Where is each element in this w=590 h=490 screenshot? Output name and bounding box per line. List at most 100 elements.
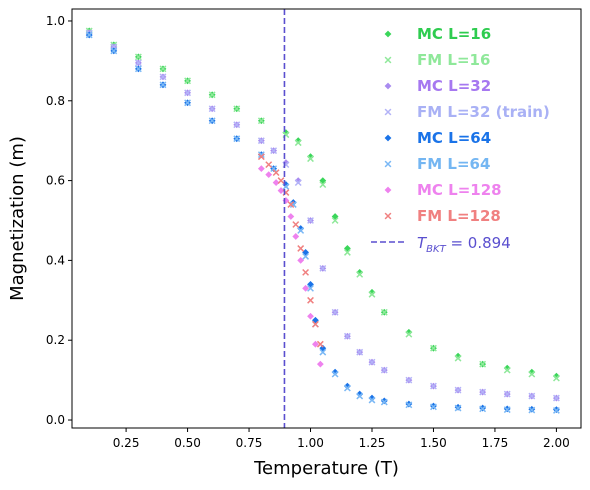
x-tick-label: 0.25 [113,436,140,450]
data-point [297,245,305,252]
x-tick-label: 2.00 [543,436,570,450]
legend-marker [384,212,392,220]
data-point [257,165,265,173]
data-point [265,171,273,179]
legend-marker [384,160,392,168]
data-point [356,390,364,398]
data-point [134,53,142,61]
data-point [134,59,142,67]
legend-label: MC L=64 [417,129,491,147]
data-point [297,225,305,232]
legend-label: FM L=16 [417,51,490,69]
data-point [344,382,351,390]
tbkt-value: = 0.894 [446,234,511,252]
data-point [430,403,437,411]
data-point [294,177,302,184]
data-point [134,65,142,73]
data-point [356,392,364,400]
data-point [233,105,241,113]
legend-label: FM L=64 [417,155,490,173]
data-point [331,370,339,378]
data-point [184,99,191,107]
data-point [528,370,536,378]
y-axis-ticks: 0.0 0.2 0.4 0.6 0.8 1.0 [46,14,72,427]
data-point [454,354,462,362]
data-point [405,376,413,384]
data-point [368,396,376,404]
data-point [312,340,319,348]
data-point [454,352,462,360]
data-point [294,137,302,145]
y-axis-label: Magnetization (m) [7,136,28,301]
data-point [208,91,216,99]
legend-marker [384,186,392,194]
data-point [343,332,351,340]
data-point [405,328,413,336]
data-point [307,153,314,161]
data-point [307,284,314,292]
data-point [553,372,560,380]
x-tick-label: 1.75 [482,436,509,450]
plot-frame [71,8,582,429]
data-point [294,139,302,147]
data-point [312,320,319,328]
data-point [287,213,295,220]
data-point [331,217,339,224]
data-point [159,73,167,81]
data-point [316,340,324,348]
data-point [233,135,241,143]
data-point [265,161,273,169]
x-tick-label: 0.75 [236,436,263,450]
data-point [184,77,191,85]
data-point [208,105,216,113]
legend-label: MC L=128 [417,181,502,199]
data-point [272,169,280,177]
data-point [307,217,314,224]
y-tick-label: 0.8 [46,94,65,108]
data-point [528,368,536,376]
data-point [552,407,560,414]
data-point [297,227,305,234]
data-point [343,384,351,392]
data-points [85,27,560,414]
data-point [110,47,118,55]
y-tick-label: 0.4 [46,253,65,267]
series-7 [257,153,324,348]
y-tick-label: 1.0 [46,14,65,28]
data-point [272,179,280,186]
x-tick-label: 1.00 [297,436,324,450]
data-point [257,151,265,159]
data-point [292,233,300,240]
legend-label: FM L=128 [417,207,501,225]
series-6 [257,165,324,368]
data-point [257,117,265,125]
data-point [380,366,388,374]
data-point [289,201,297,208]
data-point [294,179,302,187]
data-point [331,308,339,316]
data-point [270,147,278,155]
data-point [454,404,462,412]
data-point [159,65,167,73]
data-point [208,117,216,125]
series-3 [85,29,560,402]
x-tick-label: 1.50 [420,436,447,450]
x-axis-label: Temperature (T) [253,458,399,479]
data-point [233,121,241,129]
data-point [405,401,413,409]
data-point [528,406,536,414]
data-point [292,221,300,228]
data-point [479,388,487,396]
data-point [277,187,285,194]
data-point [552,374,560,382]
x-tick-label: 1.25 [359,436,386,450]
data-point [356,348,364,356]
data-point [343,248,351,256]
x-tick-label: 0.50 [174,436,201,450]
data-point [184,89,191,97]
legend-label: FM L=32 (train) [417,103,550,121]
data-point [307,296,314,304]
data-point [368,394,376,402]
y-tick-label: 0.0 [46,413,65,427]
